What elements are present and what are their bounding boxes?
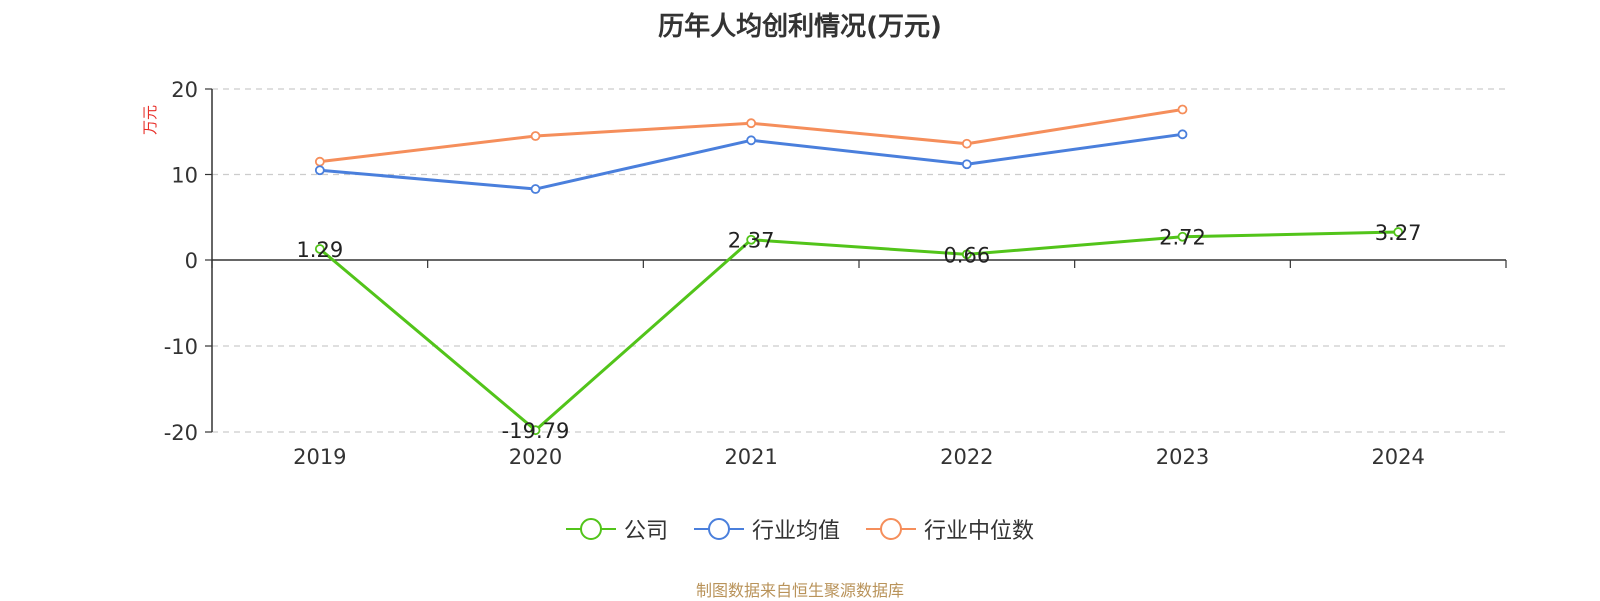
data-point-industry_avg	[314, 165, 325, 176]
source-note: 制图数据来自恒生聚源数据库	[695, 581, 904, 600]
x-tick-label: 2023	[1156, 445, 1209, 469]
chart-title: 历年人均创利情况(万元)	[658, 12, 942, 42]
legend: 公司 行业均值 行业中位数	[0, 513, 1600, 545]
data-point-industry_avg	[1177, 129, 1188, 140]
data-point-industry_median	[530, 131, 541, 141]
data-point-company	[746, 234, 757, 245]
data-point-company	[1177, 231, 1188, 242]
legend-marker-icon	[693, 518, 744, 540]
legend-label: 公司	[623, 519, 668, 544]
data-labels: 1.29 -19.79 2.37 0.66 2.72 3.27	[296, 221, 1421, 443]
data-point-industry_avg	[961, 159, 972, 170]
data-point-industry_median	[1177, 104, 1188, 115]
legend-marker-icon	[866, 518, 916, 540]
y-tick-label: -20	[164, 421, 198, 445]
data-point-company	[961, 249, 972, 260]
x-tick-label: 2020	[509, 445, 562, 469]
data-point-company	[1393, 227, 1404, 237]
y-tick-label: 0	[185, 249, 198, 273]
series-line-company	[318, 230, 1399, 432]
x-tick-label: 2024	[1371, 445, 1424, 469]
legend-item-industry_avg[interactable]: 行业均值	[693, 513, 840, 545]
y-tick-label: -10	[164, 335, 198, 359]
data-point-company	[314, 244, 325, 254]
legend-item-industry_median[interactable]: 行业中位数	[866, 513, 1034, 545]
data-label: -19.79	[502, 419, 570, 443]
data-label: 1.29	[296, 238, 343, 262]
data-point-industry_avg	[746, 135, 757, 146]
legend-item-company[interactable]: 公司	[565, 513, 668, 545]
data-label: 2.37	[728, 229, 775, 253]
data-point-company	[530, 425, 541, 436]
axes: 20 10 0 -10 -20 2019 2020 2021 2022 2023 2024 万元	[141, 78, 1507, 469]
x-tick-label: 2021	[724, 445, 777, 469]
legend-label: 行业均值	[751, 519, 840, 544]
legend-label: 行业中位数	[924, 519, 1035, 544]
data-point-industry_median	[961, 138, 972, 149]
data-point-industry_median	[746, 118, 757, 129]
series-lines	[314, 104, 1404, 436]
data-label: 0.66	[943, 243, 990, 267]
y-axis-title: 万元	[141, 105, 159, 135]
x-tick-label: 2022	[940, 445, 993, 469]
y-tick-label: 20	[171, 78, 198, 102]
data-label: 2.72	[1159, 226, 1206, 250]
x-tick-label: 2019	[293, 445, 346, 469]
legend-marker-icon	[565, 518, 616, 540]
data-label: 3.27	[1375, 221, 1422, 245]
y-tick-label: 10	[171, 164, 198, 188]
data-point-industry_avg	[530, 184, 541, 194]
grid-lines	[212, 88, 1506, 433]
data-point-industry_median	[314, 156, 325, 167]
